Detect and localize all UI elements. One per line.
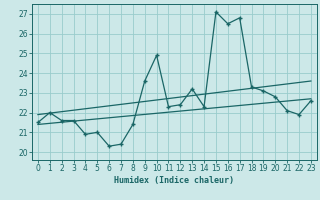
X-axis label: Humidex (Indice chaleur): Humidex (Indice chaleur) [115, 176, 234, 185]
